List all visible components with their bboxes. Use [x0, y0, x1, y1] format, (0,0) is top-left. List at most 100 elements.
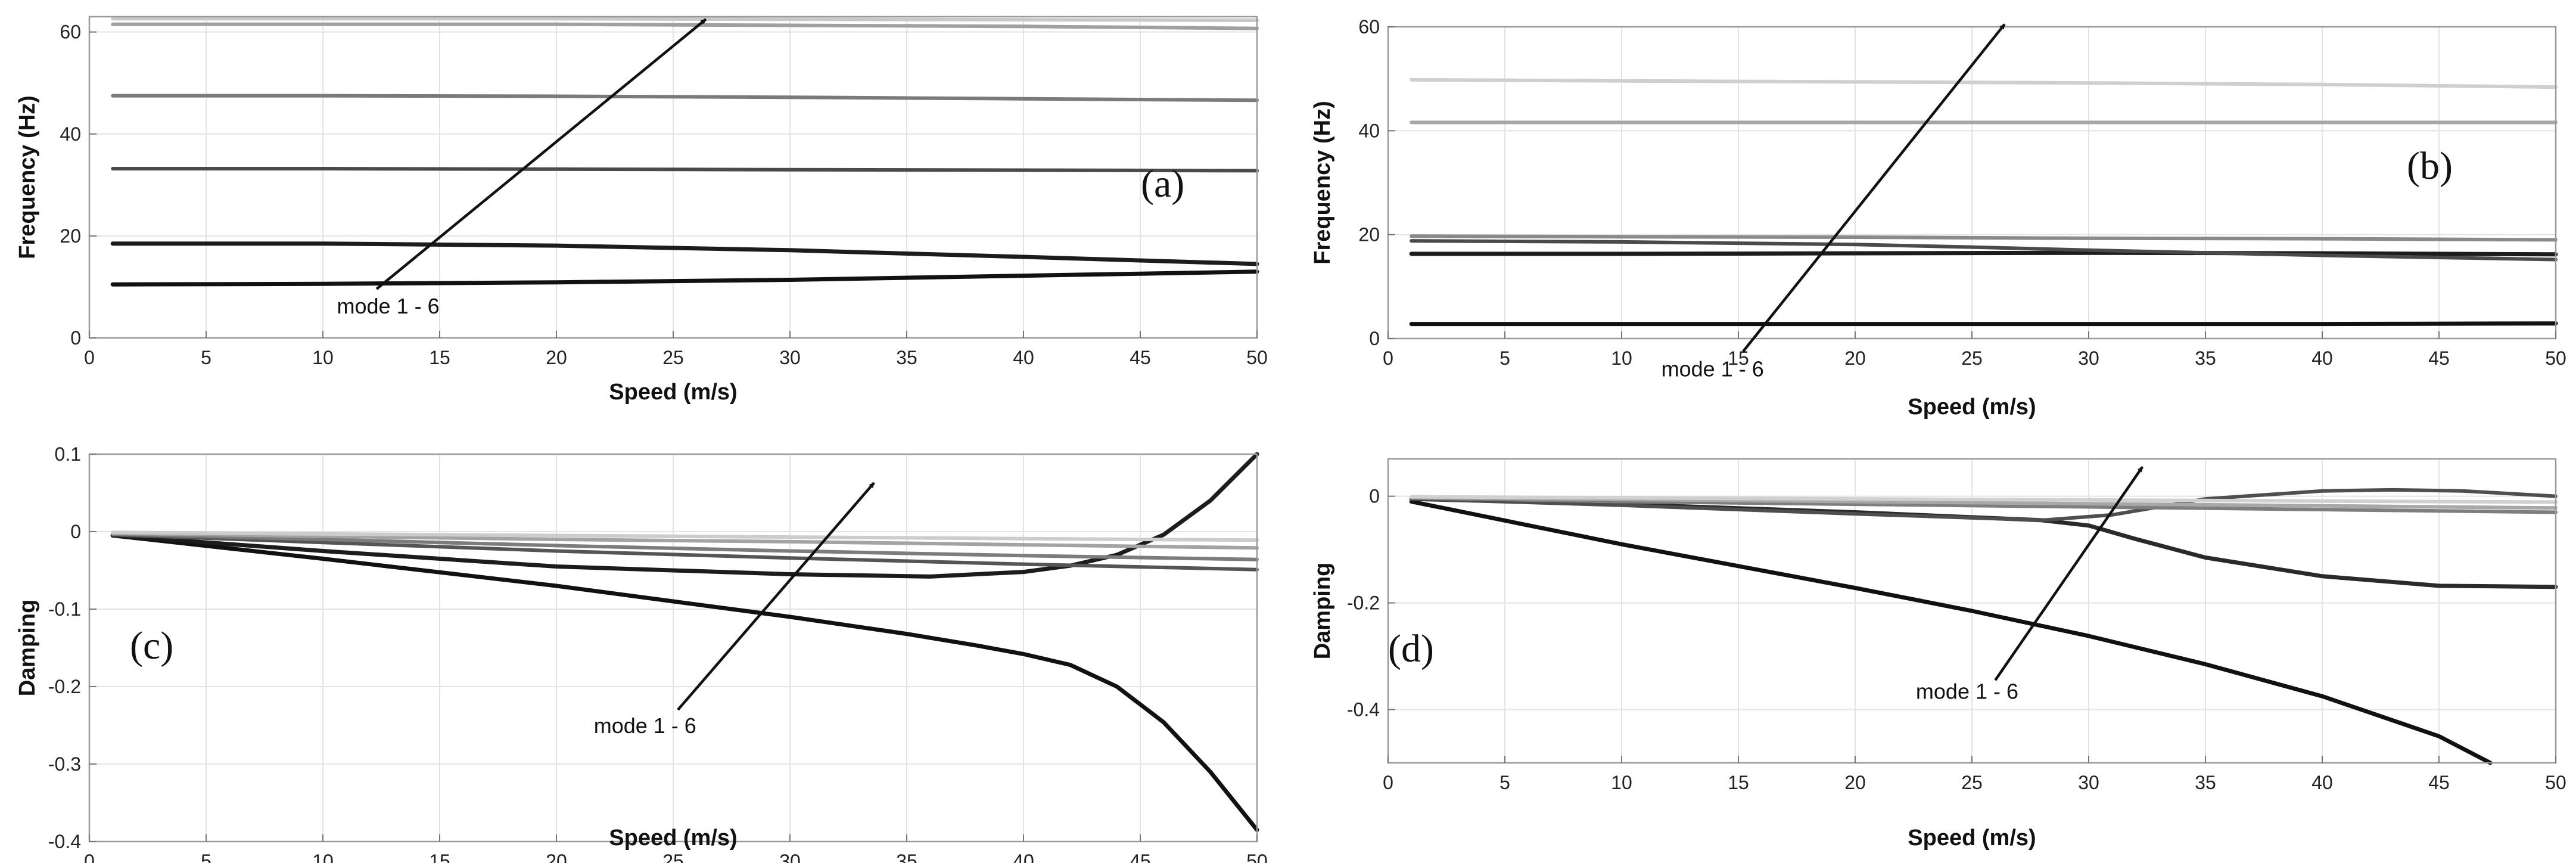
y-tick-label: 60: [1358, 16, 1380, 38]
x-axis-title: Speed (m/s): [1908, 395, 2036, 420]
x-tick-label: 40: [1013, 347, 1034, 368]
annotation-arrow: [1742, 23, 2006, 353]
series-line-6: [111, 17, 1259, 22]
x-tick-label: 50: [1246, 850, 1268, 863]
x-tick-label: 10: [1611, 772, 1632, 793]
chart-panel-a: 0 5 10 15 20 25 30 35 40 45 50 0 20 40 60 Speed (m/s) Fr…: [15, 15, 1268, 405]
y-tick-label: -0.3: [48, 753, 81, 775]
series-line-2: [110, 452, 1259, 579]
x-axis-title: Speed (m/s): [1908, 825, 2036, 850]
x-tick-label: 25: [1961, 347, 1983, 369]
series-line-4: [1410, 234, 2558, 242]
x-tick-label: 5: [201, 850, 211, 863]
x-tick-label: 50: [2545, 347, 2566, 369]
x-tick-label: 50: [2545, 772, 2566, 793]
series-line-2: [1409, 496, 2558, 589]
x-tick-label: 15: [1728, 347, 1749, 369]
series-line-3: [111, 167, 1259, 173]
x-tick-label: 45: [1130, 347, 1151, 368]
x-tick-label: 25: [1961, 772, 1983, 793]
x-tick-label: 25: [662, 347, 684, 368]
x-tick-label: 10: [1611, 347, 1632, 369]
annotation-label: mode 1 - 6: [337, 294, 440, 318]
y-tick-label: -0.1: [48, 598, 81, 620]
y-tick-label: 0: [70, 327, 81, 349]
y-tick-label: 60: [60, 21, 81, 43]
x-tick-label: 20: [1844, 347, 1866, 369]
x-tick-label: 25: [662, 850, 684, 863]
panel-label: (b): [2407, 144, 2453, 188]
x-tick-label: 35: [2195, 347, 2216, 369]
series-line-3: [1410, 239, 2558, 262]
series-line-6: [111, 530, 1259, 542]
panel-label: (a): [1141, 162, 1184, 206]
y-axis-title: Frequency (Hz): [15, 95, 40, 259]
x-tick-label: 35: [896, 347, 917, 368]
y-tick-label: -0.4: [48, 831, 81, 852]
annotation-arrow: [375, 18, 707, 290]
x-tick-label: 0: [84, 347, 95, 368]
x-tick-label: 45: [1130, 850, 1151, 863]
x-tick-label: 20: [546, 347, 567, 368]
series-line-2: [1409, 250, 2558, 257]
y-tick-label: 40: [1358, 120, 1380, 141]
annotation-label: mode 1 - 6: [594, 713, 696, 738]
series-line-3: [111, 533, 1259, 572]
x-tick-label: 45: [2428, 347, 2450, 369]
x-tick-label: 35: [2195, 772, 2216, 793]
series-line-5: [111, 531, 1259, 550]
x-tick-label: 30: [779, 347, 801, 368]
x-tick-label: 0: [1383, 347, 1393, 369]
x-tick-label: 30: [2078, 772, 2099, 793]
x-tick-label: 30: [2078, 347, 2099, 369]
x-tick-label: 50: [1246, 347, 1268, 368]
y-tick-label: 20: [60, 225, 81, 247]
y-tick-label: 0: [1369, 486, 1380, 507]
chart-panel-c: 0 5 10 15 20 25 30 35 40 45 50 -0.4 -0.3 -0.2 -0.1 0 0.1…: [15, 443, 1268, 863]
y-tick-label: 40: [60, 123, 81, 145]
y-tick-label: -0.2: [1347, 592, 1380, 614]
x-axis-title: Speed (m/s): [609, 825, 737, 850]
annotation-label: mode 1 - 6: [1662, 357, 1764, 381]
x-tick-label: 10: [312, 347, 334, 368]
x-tick-label: 10: [312, 850, 334, 863]
x-axis-title: Speed (m/s): [609, 380, 737, 405]
y-tick-label: 0.1: [55, 443, 81, 465]
series-line-4: [111, 94, 1259, 103]
x-tick-label: 15: [429, 850, 450, 863]
x-tick-label: 0: [1383, 772, 1393, 793]
x-tick-label: 15: [429, 347, 450, 368]
y-tick-label: -0.4: [1347, 699, 1380, 721]
series-line-4: [1410, 496, 2558, 514]
annotation-arrow: [677, 482, 875, 711]
series-line-2: [110, 241, 1259, 266]
y-tick-label: -0.2: [48, 676, 81, 697]
series-line-5: [111, 22, 1259, 30]
x-tick-label: 20: [1844, 772, 1866, 793]
series-line-1: [110, 533, 1259, 832]
series-line-1: [1409, 499, 2493, 765]
x-tick-label: 45: [2428, 772, 2450, 793]
x-tick-label: 15: [1728, 772, 1749, 793]
y-tick-label: 20: [1358, 224, 1380, 246]
x-tick-label: 0: [84, 850, 95, 863]
series-line-6: [1410, 77, 2558, 89]
panel-label: (d): [1388, 627, 1434, 670]
series-line-1: [110, 269, 1259, 287]
x-tick-label: 5: [1499, 772, 1510, 793]
x-tick-label: 30: [779, 850, 801, 863]
y-tick-label: 0: [1369, 328, 1380, 349]
x-tick-label: 5: [1499, 347, 1510, 369]
x-tick-label: 35: [896, 850, 917, 863]
y-axis-title: Frequency (Hz): [1310, 101, 1335, 264]
series-line-4: [111, 532, 1259, 561]
series-line-6: [1410, 495, 2558, 504]
y-axis-title: Damping: [15, 600, 40, 697]
panel-label: (c): [130, 624, 173, 668]
chart-panel-d: 0 5 10 15 20 25 30 35 40 45 50 -0.4 -0.2 0 Speed (m/s)…: [1310, 458, 2566, 850]
y-tick-label: 0: [70, 521, 81, 542]
chart-panel-b: 0 5 10 15 20 25 30 35 40 45 50 0 20 40 60 Speed (m/s) Fr…: [1310, 16, 2566, 420]
annotation-arrow: [1994, 466, 2144, 681]
x-tick-label: 40: [2311, 347, 2333, 369]
